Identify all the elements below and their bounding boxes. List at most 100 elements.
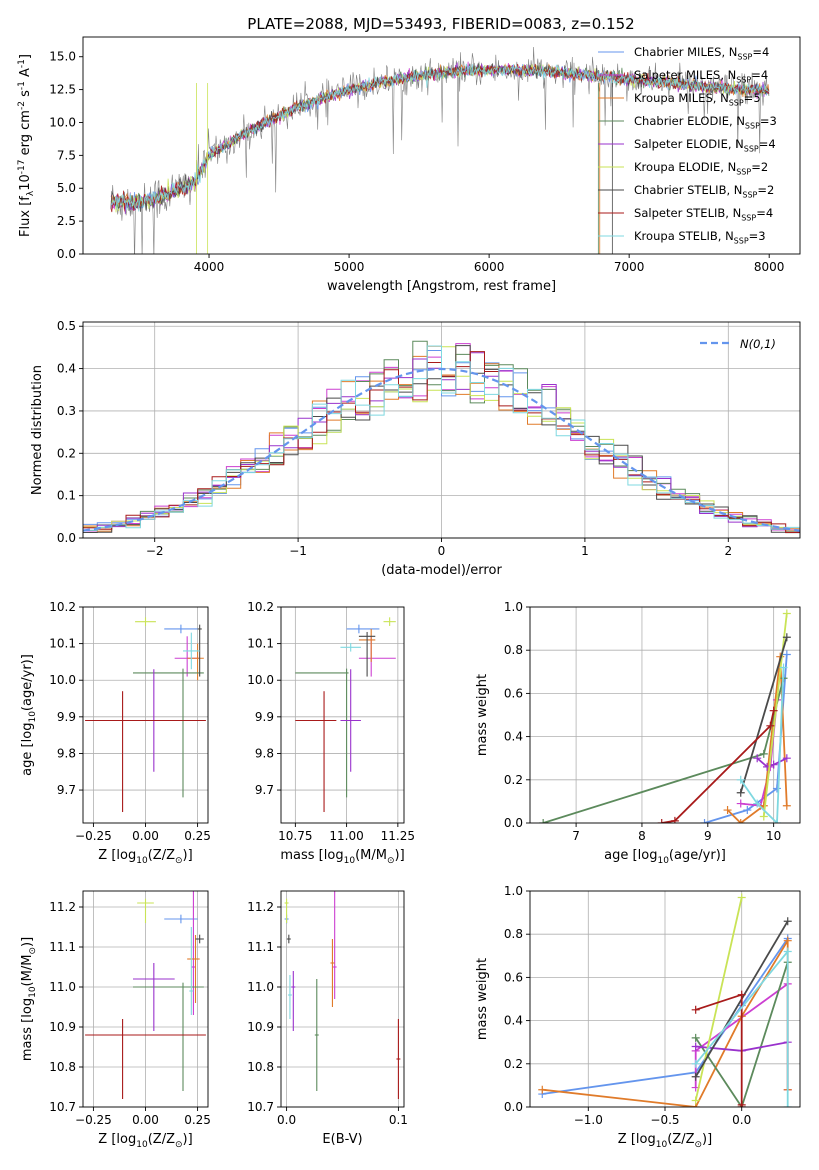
y-tick-label: 9.8 <box>57 746 76 760</box>
weight-line <box>694 897 743 1101</box>
y-tick-label: 11.1 <box>49 940 76 954</box>
x-tick-label: 6000 <box>474 260 505 274</box>
y-axis-label: Normed distribution <box>30 365 45 495</box>
y-tick-label: 0.8 <box>504 643 523 657</box>
errorbar-point-4 <box>291 971 296 1031</box>
weight-marker <box>691 1072 700 1081</box>
y-tick-label: 0.0 <box>57 531 76 545</box>
y-tick-label: 11.1 <box>247 940 274 954</box>
legend-entry: Chabrier ELODIE, NSSP=3 <box>634 114 777 130</box>
y-tick-label: 10.0 <box>49 115 76 129</box>
errorbar-point-6 <box>358 631 376 677</box>
axes-age_vs_Z: −0.25 0.00 0.25 9.7 9.8 9.9 10.0 10.1 10.2 Z [log… <box>20 600 211 866</box>
data-layer-residuals <box>83 340 800 534</box>
legend-entry: Chabrier STELIB, NSSP=2 <box>634 183 774 199</box>
weight-marker <box>783 1103 792 1107</box>
weight-marker <box>782 754 791 763</box>
y-tick-label: 7.5 <box>57 148 76 162</box>
y-tick-label: 12.5 <box>49 83 76 97</box>
model-spectrum-8 <box>110 63 769 212</box>
errorbar-point-7 <box>85 691 206 813</box>
errorbar-point-0 <box>164 914 198 924</box>
panels: 4000 5000 6000 7000 80000.02.55.07.510.012.5… <box>17 36 801 1150</box>
weight-marker <box>782 801 791 810</box>
weight-series-5 <box>691 893 746 1105</box>
weight-marker <box>538 1085 547 1094</box>
axes-frame <box>529 606 801 824</box>
errorbar-point-2 <box>330 939 335 1007</box>
y-tick-label: 0.2 <box>504 773 523 787</box>
data-layer-weight_vs_Z <box>538 893 792 1107</box>
plot-area-age_vs_mass <box>281 607 404 823</box>
x-tick-label: 11.25 <box>381 829 415 843</box>
y-tick-label: 1.0 <box>504 600 523 614</box>
frame-weight_vs_Z: −1.0 −0.5 0.0 0.0 0.2 0.4 0.6 0.8 1.0 <box>504 884 801 1127</box>
figure-title: PLATE=2088, MJD=53493, FIBERID=0083, z=0… <box>247 15 634 33</box>
data-layer-age_vs_Z <box>85 617 206 813</box>
errorbar-point-8 <box>287 975 292 1019</box>
y-tick-label: 0.3 <box>57 404 76 418</box>
y-tick-label: 10.7 <box>247 1100 274 1114</box>
y-tick-label: 10.8 <box>49 1060 76 1074</box>
axes-mass_vs_ebv: 0.0 0.1 10.7 10.8 10.9 11.0 11.1 11.2 E(B-V) <box>247 890 408 1147</box>
plot-area-mass_vs_ebv <box>281 891 404 1107</box>
y-tick-label: 0.5 <box>57 319 76 333</box>
errorbar-point-5 <box>284 898 289 923</box>
x-tick-label: 7 <box>572 829 580 843</box>
x-axis-label: mass [log10(M/M⊙)] <box>280 848 404 866</box>
y-tick-label: 10.2 <box>247 600 274 614</box>
y-tick-label: 9.7 <box>255 783 274 797</box>
gaussian-curve <box>83 367 800 532</box>
weight-marker <box>691 1059 700 1068</box>
weight-series-8 <box>736 663 788 823</box>
weight-series-8 <box>691 947 792 1107</box>
weight-marker <box>691 1042 700 1051</box>
x-tick-label: 10 <box>766 829 781 843</box>
y-tick-label: 0.0 <box>504 1100 523 1114</box>
x-tick-label: 11.00 <box>329 829 363 843</box>
x-axis-label: wavelength [Angstrom, rest frame] <box>327 279 556 294</box>
y-axis-label: mass weight <box>475 674 490 756</box>
errorbar-point-3 <box>295 668 349 798</box>
weight-marker <box>736 819 745 823</box>
axes-frame <box>82 36 801 255</box>
weight-line <box>739 667 785 823</box>
x-tick-label: 8000 <box>754 260 785 274</box>
x-tick-label: 0.00 <box>132 1113 159 1127</box>
x-tick-label: 0.0 <box>277 1113 296 1127</box>
weight-series-7 <box>691 990 746 1107</box>
axes-weight_vs_age: 7 8 9 10 0.0 0.2 0.4 0.6 0.8 1.0 age [log10(age/yr… <box>475 600 801 866</box>
errorbar-point-0 <box>346 624 380 634</box>
data-layer-mass_vs_ebv <box>284 891 401 1099</box>
errorbar-point-5 <box>383 617 396 626</box>
errorbar-point-3 <box>133 982 204 1091</box>
x-axis-label: Z [log10(Z/Z⊙)] <box>98 1132 192 1150</box>
frame-residuals: −2 −1 0 1 2 0.0 0.1 0.2 0.3 0.4 0.5 <box>57 319 801 558</box>
errorbar-point-8 <box>340 642 361 652</box>
weight-marker <box>737 893 746 902</box>
x-axis-label: (data-model)/error <box>381 563 502 578</box>
y-tick-label: 0.6 <box>504 970 523 984</box>
y-tick-label: 10.2 <box>49 600 76 614</box>
errorbar-point-3 <box>314 979 319 1091</box>
data-layer-weight_vs_age <box>539 609 791 823</box>
x-axis-label: age [log10(age/yr)] <box>604 848 726 866</box>
axes-spectrum: 4000 5000 6000 7000 8000 0.0 2.5 5.0 7.5 10.0 12.5… <box>17 36 801 294</box>
weight-marker <box>772 784 781 793</box>
x-tick-label: 0.00 <box>132 829 159 843</box>
y-tick-label: 11.0 <box>247 980 274 994</box>
legend-entry: Kroupa MILES, NSSP=5 <box>634 91 761 107</box>
y-tick-label: 10.8 <box>247 1060 274 1074</box>
weight-marker <box>766 721 775 730</box>
y-tick-label: 9.9 <box>57 710 76 724</box>
spectrum-legend: Chabrier MILES, NSSP=4 Salpeter MILES, NS… <box>598 45 777 245</box>
weight-marker <box>736 788 745 797</box>
residuals-legend: N(0,1) <box>700 337 776 351</box>
y-tick-label: 0.0 <box>57 247 76 261</box>
errorbar-point-4 <box>133 963 175 1031</box>
y-tick-label: 5.0 <box>57 181 76 195</box>
weight-marker <box>769 760 778 769</box>
y-tick-label: 0.4 <box>504 730 523 744</box>
weight-series-6 <box>736 633 791 797</box>
weight-marker <box>691 1033 700 1042</box>
